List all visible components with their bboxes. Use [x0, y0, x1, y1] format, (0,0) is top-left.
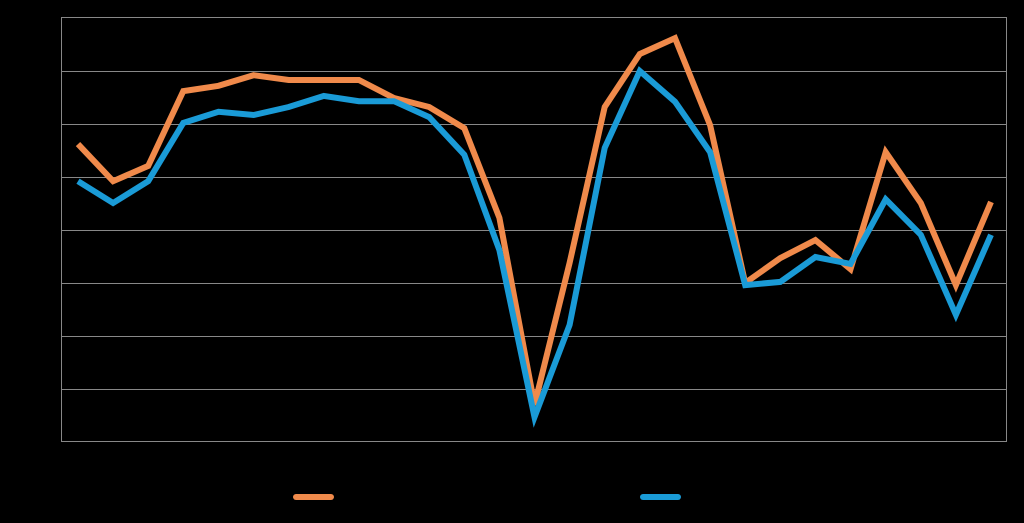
series-line	[76, 66, 994, 428]
plot-border	[61, 17, 1007, 442]
